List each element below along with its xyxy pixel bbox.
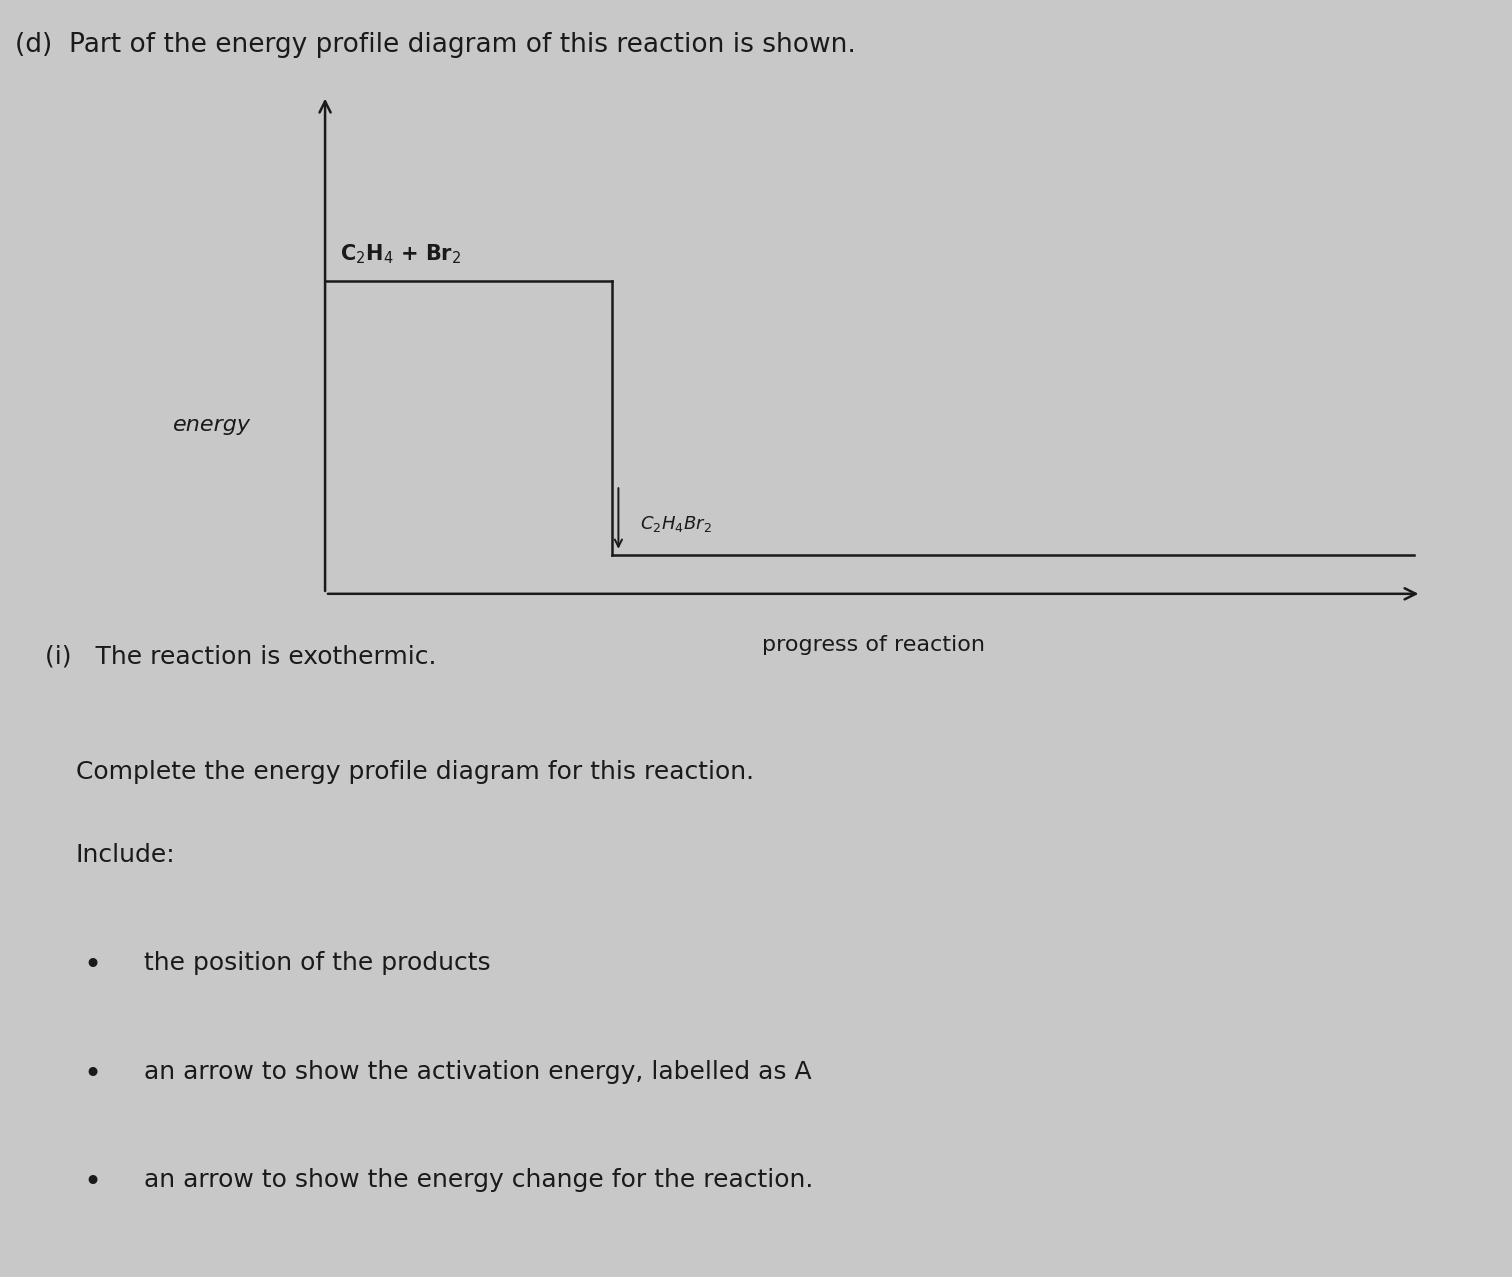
Text: •: • xyxy=(83,951,101,981)
Text: •: • xyxy=(83,1168,101,1198)
Text: energy: energy xyxy=(172,415,251,434)
Text: •: • xyxy=(83,1060,101,1089)
Text: Include:: Include: xyxy=(76,843,175,867)
Text: Complete the energy profile diagram for this reaction.: Complete the energy profile diagram for … xyxy=(76,760,753,784)
Text: progress of reaction: progress of reaction xyxy=(762,635,984,655)
Text: (d)  Part of the energy profile diagram of this reaction is shown.: (d) Part of the energy profile diagram o… xyxy=(15,32,856,57)
Text: C$_2$H$_4$ + Br$_2$: C$_2$H$_4$ + Br$_2$ xyxy=(340,243,461,266)
Text: the position of the products: the position of the products xyxy=(144,951,490,976)
Text: an arrow to show the activation energy, labelled as A: an arrow to show the activation energy, … xyxy=(144,1060,812,1084)
Text: (i)   The reaction is exothermic.: (i) The reaction is exothermic. xyxy=(45,645,437,669)
Text: an arrow to show the energy change for the reaction.: an arrow to show the energy change for t… xyxy=(144,1168,813,1193)
Text: C$_2$H$_4$Br$_2$: C$_2$H$_4$Br$_2$ xyxy=(640,513,712,534)
